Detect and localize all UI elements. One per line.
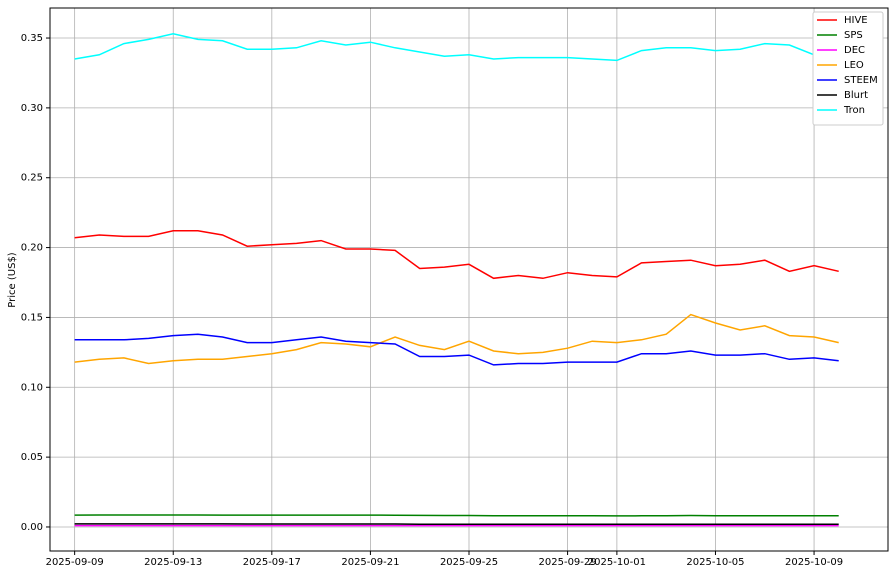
series-line [74, 333, 839, 366]
legend-label: LEO [844, 60, 864, 71]
y-tick-label: 0.35 [21, 33, 43, 44]
y-tick-label: 0.25 [21, 173, 43, 184]
x-tick-label: 2025-09-17 [243, 557, 301, 568]
legend-label: SPS [844, 30, 863, 41]
legend-box [812, 11, 884, 126]
legend-label: HIVE [844, 15, 868, 26]
x-tick-label: 2025-10-01 [588, 557, 646, 568]
legend-label: Blurt [844, 90, 868, 101]
y-tick-label: 0.00 [21, 522, 43, 533]
y-tick-label: 0.10 [21, 382, 43, 393]
x-tick-label: 2025-10-05 [686, 557, 744, 568]
y-tick-label: 0.15 [21, 312, 43, 323]
legend-label: STEEM [844, 75, 878, 86]
x-tick-label: 2025-09-29 [539, 557, 597, 568]
x-tick-label: 2025-10-09 [785, 557, 843, 568]
y-tick-label: 0.05 [21, 452, 43, 463]
x-tick-label: 2025-09-25 [440, 557, 498, 568]
legend-label: DEC [844, 45, 865, 56]
legend-label: Tron [843, 105, 865, 116]
y-tick-label: 0.30 [21, 103, 43, 114]
x-tick-label: 2025-09-21 [341, 557, 399, 568]
y-axis-label: Price (US$) [7, 252, 18, 308]
legend: HIVE SPS DEC LEO STEEM Blurt Tron [812, 11, 884, 126]
plot-frame [49, 7, 889, 552]
x-tick-label: 2025-09-13 [144, 557, 202, 568]
series-line [74, 313, 839, 365]
series-line [74, 230, 839, 280]
series-line [74, 33, 839, 62]
series-line [74, 514, 839, 517]
y-tick-label: 0.20 [21, 243, 43, 254]
x-tick-label: 2025-09-09 [46, 557, 104, 568]
